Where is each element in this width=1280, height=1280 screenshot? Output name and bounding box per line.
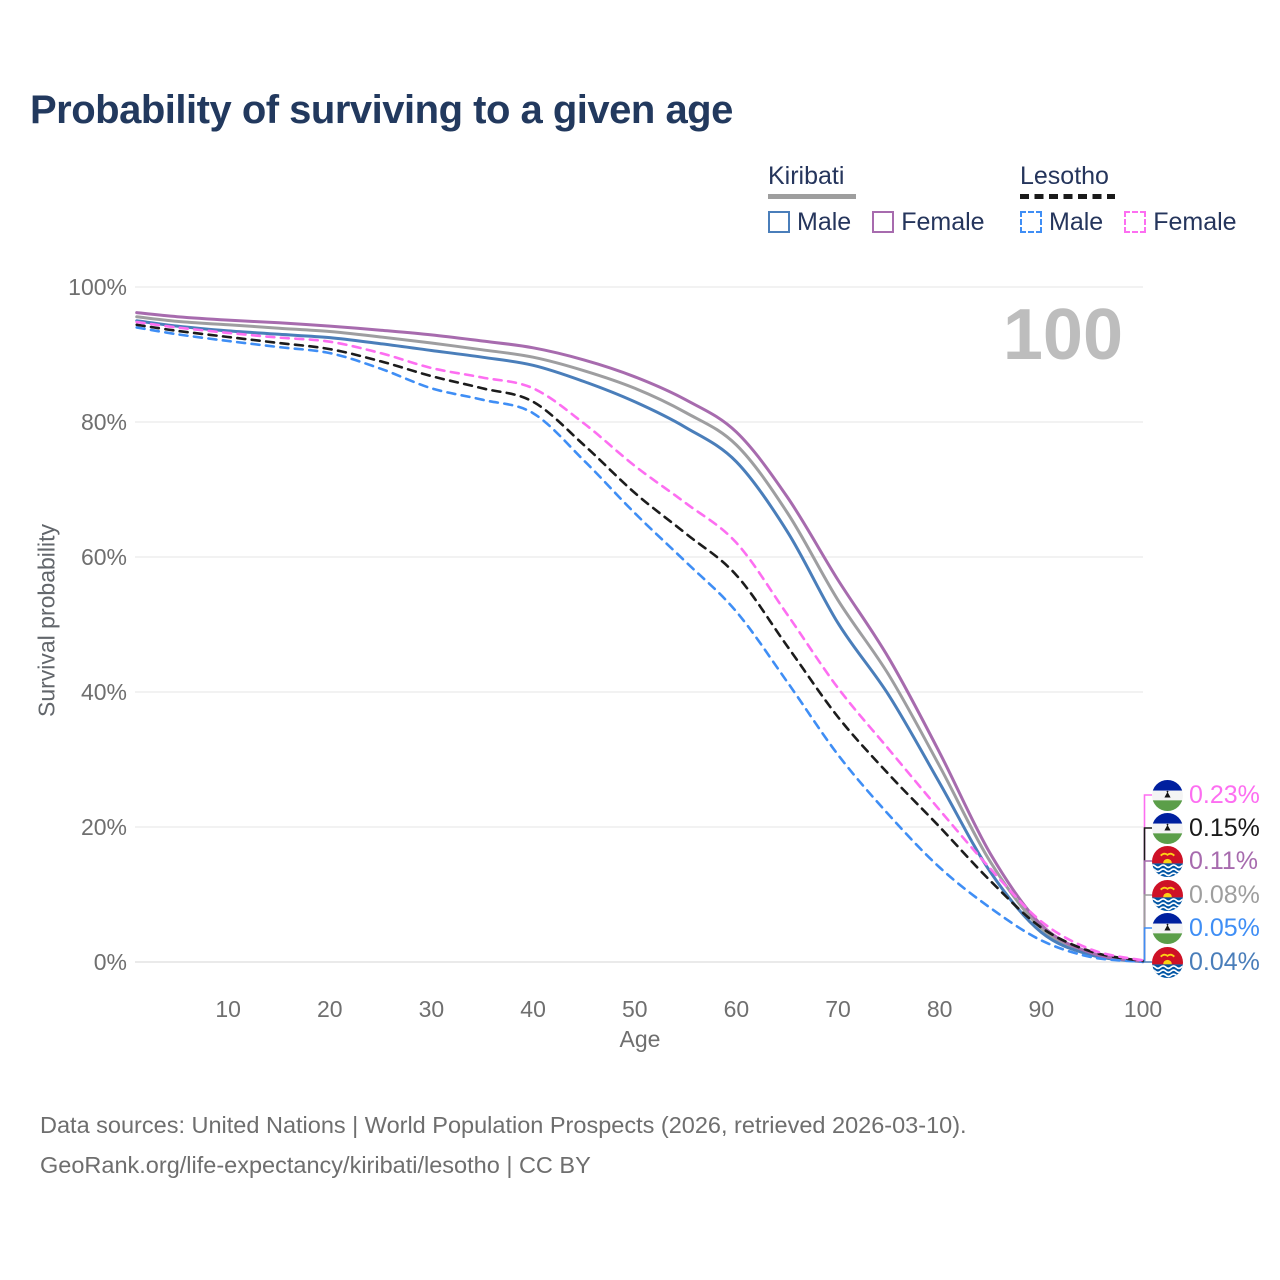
kiribati-flag-icon (1152, 947, 1183, 978)
legend-group-title: Lesotho (1020, 162, 1109, 190)
lesotho-flag-icon (1152, 780, 1183, 811)
legend-group-title: Kiribati (768, 162, 845, 190)
footer: Data sources: United Nations | World Pop… (40, 1105, 967, 1185)
y-tick-label: 80% (80, 409, 127, 435)
survival-value-label: 0.11% (1189, 847, 1259, 875)
value-connector (1143, 927, 1152, 961)
y-tick-label: 60% (80, 544, 127, 570)
value-connector (1143, 960, 1152, 963)
curve-lesotho-both-sexes[interactable] (135, 323, 1145, 963)
survival-value-label: 0.23% (1189, 781, 1260, 809)
legend-item-lesotho-female[interactable]: Female (1124, 208, 1237, 237)
page-title: Probability of surviving to a given age (30, 88, 733, 132)
value-connector (1143, 860, 1152, 961)
lesotho-flag-icon (1152, 813, 1183, 844)
x-tick-label: 100 (1123, 996, 1163, 1022)
legend-item-kiribati-male[interactable]: Male (768, 208, 851, 237)
curve-kiribati-female[interactable] (135, 311, 1145, 963)
y-tick-label: 100% (68, 274, 127, 300)
x-tick-label: 90 (1028, 996, 1055, 1022)
legend-group-lesotho: Lesotho Male Female (1020, 162, 1258, 237)
kiribati-flag-icon (1152, 846, 1183, 877)
survival-value-label: 0.05% (1189, 914, 1260, 942)
kiribati-flag-icon (1152, 880, 1183, 911)
legend-item-kiribati-female[interactable]: Female (872, 208, 985, 237)
lesotho-flag-icon (1152, 813, 1183, 844)
y-axis-title: Survival probability (33, 523, 60, 718)
value-label-row: 0.11% (1152, 845, 1258, 878)
curve-lesotho-female[interactable] (135, 320, 1145, 962)
hovered-age-watermark: 100 (1002, 295, 1123, 375)
x-tick-label: 70 (825, 996, 851, 1022)
lesotho-female-swatch-icon (1124, 211, 1147, 233)
value-connector (1143, 794, 1152, 961)
x-tick-label: 30 (418, 996, 445, 1022)
x-tick-label: 60 (723, 996, 750, 1022)
footer-url-line: GeoRank.org/life-expectancy/kiribati/les… (40, 1152, 591, 1178)
legend-lesotho-line-sample (1020, 194, 1115, 199)
lesotho-flag-icon (1152, 913, 1183, 944)
x-tick-label: 20 (317, 996, 343, 1022)
y-tick-label: 0% (93, 949, 127, 975)
x-axis-title: Age (619, 1026, 661, 1052)
kiribati-male-swatch-icon (768, 211, 790, 233)
value-label-row: 0.23% (1152, 779, 1260, 812)
value-label-row: 0.08% (1152, 879, 1260, 912)
value-label-row: 0.04% (1152, 946, 1260, 979)
kiribati-flag-icon (1152, 846, 1183, 877)
survival-value-label: 0.15% (1189, 814, 1260, 842)
curve-kiribati-male[interactable] (135, 319, 1145, 964)
lesotho-male-swatch-icon (1020, 211, 1042, 233)
kiribati-female-swatch-icon (872, 211, 895, 233)
kiribati-flag-icon (1152, 947, 1183, 978)
x-tick-label: 40 (520, 996, 546, 1022)
x-tick-label: 80 (926, 996, 953, 1022)
curve-kiribati-both-sexes[interactable] (135, 315, 1145, 963)
legend-kiribati-line-sample (768, 194, 856, 199)
y-tick-label: 20% (80, 814, 127, 840)
x-tick-label: 50 (621, 996, 648, 1022)
lesotho-flag-icon (1152, 913, 1183, 944)
kiribati-flag-icon (1152, 880, 1183, 911)
curve-lesotho-male[interactable] (135, 326, 1145, 963)
legend-group-kiribati: Kiribati Male Female (768, 162, 1006, 237)
legend-item-lesotho-male[interactable]: Male (1020, 208, 1103, 237)
survival-value-label: 0.08% (1189, 881, 1260, 909)
footer-sources-line: Data sources: United Nations | World Pop… (40, 1112, 967, 1138)
value-label-row: 0.15% (1152, 812, 1260, 845)
value-label-row: 0.05% (1152, 912, 1260, 945)
x-tick-label: 10 (215, 996, 241, 1022)
y-tick-label: 40% (80, 679, 127, 705)
lesotho-flag-icon (1152, 780, 1183, 811)
survival-value-label: 0.04% (1189, 948, 1260, 976)
